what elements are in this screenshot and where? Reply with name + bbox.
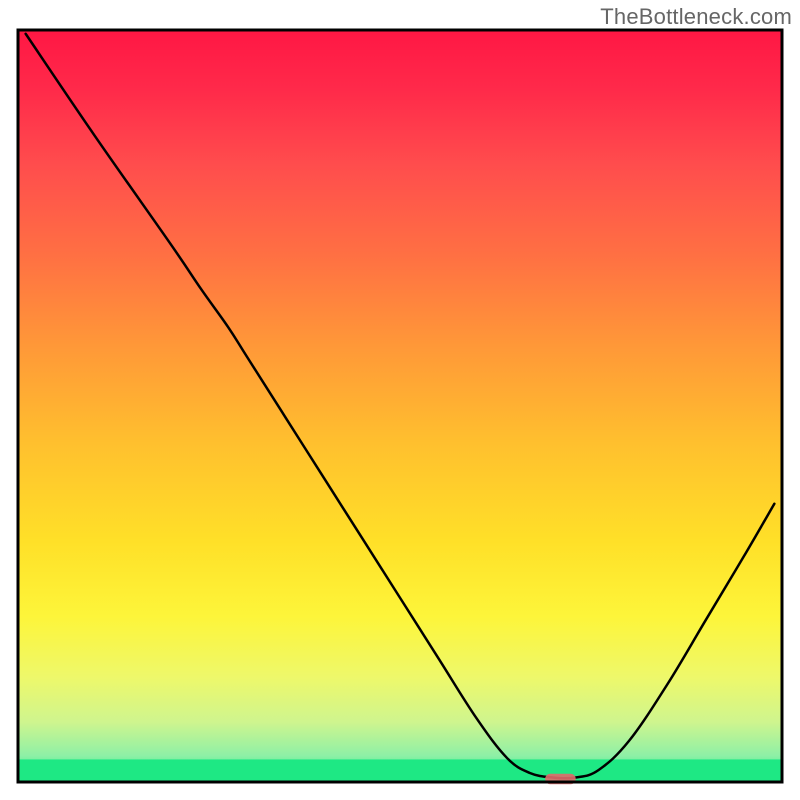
chart-svg — [0, 0, 800, 800]
gradient-background — [18, 30, 782, 782]
watermark-text: TheBottleneck.com — [600, 4, 792, 30]
bottom-band — [18, 759, 782, 782]
chart-root: TheBottleneck.com — [0, 0, 800, 800]
